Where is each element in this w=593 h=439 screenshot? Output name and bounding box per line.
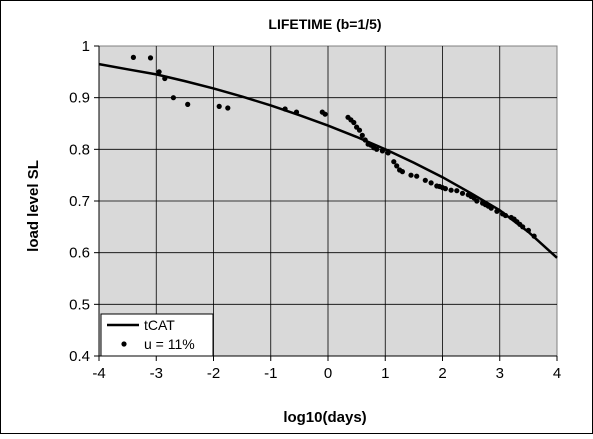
data-point: [525, 227, 532, 233]
data-point: [185, 101, 191, 107]
data-point: [408, 172, 414, 178]
data-point: [216, 103, 222, 109]
data-point: [170, 95, 176, 101]
y-tick-label: 1: [82, 38, 90, 55]
legend: tCAT u = 11%: [100, 313, 214, 357]
data-point: [282, 106, 288, 112]
data-point: [454, 188, 460, 194]
data-point: [322, 111, 328, 117]
x-tick-label: 3: [496, 365, 504, 382]
data-point: [379, 148, 385, 154]
axes: -4 -3 -2 -1 0 1 2 3 4 0.4 0.5 0.6 0.7 0.8 0.9 1: [69, 38, 561, 382]
y-tick-label: 0.8: [69, 141, 90, 158]
u11-series: [130, 54, 537, 239]
data-point: [359, 132, 365, 138]
x-tick-label: 4: [553, 365, 561, 382]
legend-label-tcat: tCAT: [144, 317, 175, 333]
data-point: [442, 186, 448, 192]
data-point: [356, 127, 363, 133]
x-tick-label: 0: [324, 365, 332, 382]
x-tick-label: -1: [264, 365, 277, 382]
x-tick-label: -4: [92, 365, 105, 382]
data-point: [414, 173, 420, 179]
chart-title: LIFETIME (b=1/5): [268, 16, 381, 32]
gridlines: [99, 46, 557, 356]
data-point: [399, 169, 405, 175]
x-tick-label: -3: [150, 365, 163, 382]
legend-box: [100, 313, 214, 357]
data-point: [474, 198, 480, 204]
data-point: [494, 208, 500, 214]
data-point: [225, 105, 231, 111]
data-point: [156, 69, 162, 75]
y-tick-label: 0.5: [69, 296, 90, 313]
x-axis-label: log10(days): [283, 409, 366, 426]
data-point: [531, 233, 537, 239]
y-axis-label: load level SL: [25, 160, 42, 252]
x-tick-label: 2: [438, 365, 446, 382]
y-tick-label: 0.7: [69, 193, 90, 210]
y-tick-label: 0.6: [69, 245, 90, 262]
data-point: [130, 54, 136, 61]
tcat-line: [98, 62, 558, 259]
data-point: [448, 187, 454, 193]
data-point: [428, 180, 434, 186]
x-tick-label: -2: [207, 365, 220, 382]
x-tick-label: 1: [381, 365, 389, 382]
tcat-series: [98, 62, 558, 259]
data-point: [385, 150, 391, 156]
data-point: [351, 119, 357, 126]
data-point: [147, 55, 154, 61]
data-point: [362, 137, 368, 143]
data-point: [391, 159, 397, 165]
data-point: [459, 190, 466, 196]
data-point: [293, 109, 300, 115]
data-point: [520, 224, 526, 230]
y-tick-label: 0.9: [69, 90, 90, 107]
y-tick-label: 0.4: [69, 348, 90, 365]
data-point: [162, 75, 168, 82]
legend-label-u11: u = 11%: [144, 336, 195, 352]
data-point: [374, 146, 380, 152]
data-point: [502, 212, 509, 219]
data-point: [422, 177, 428, 183]
data-point: [394, 163, 400, 169]
legend-point-swatch: [121, 341, 127, 347]
data-point: [488, 205, 494, 211]
